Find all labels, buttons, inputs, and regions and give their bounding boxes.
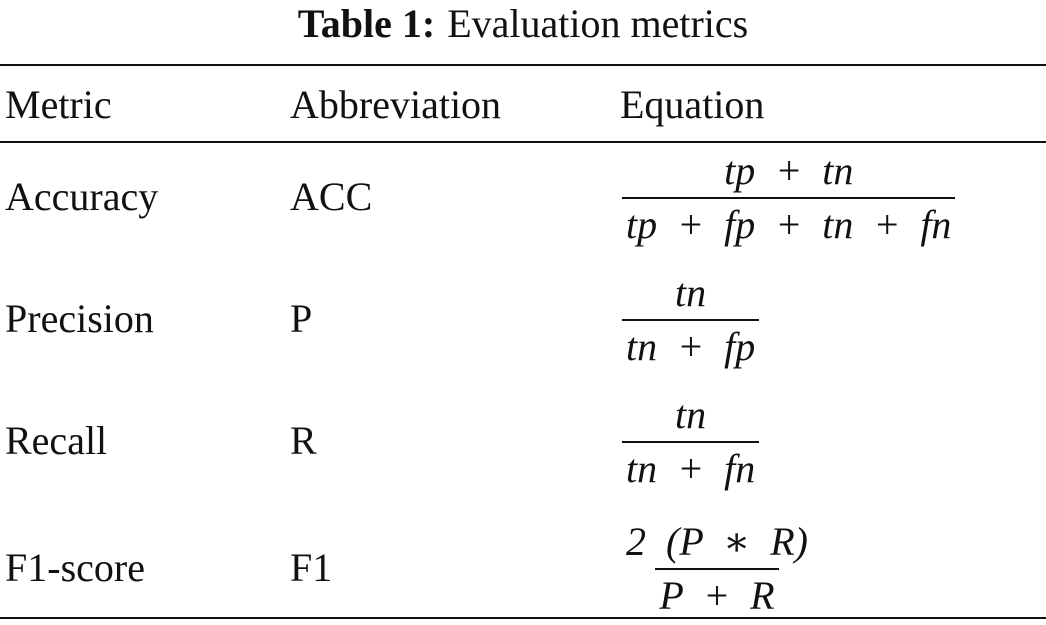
table-caption: Table 1: Evaluation metrics [0, 4, 1046, 44]
equation-numerator: 2 (P ∗ R) [626, 519, 808, 564]
equation-fraction: tn tn + fn [622, 392, 760, 489]
metric-cell: F1-score [5, 545, 145, 590]
metric-cell: Precision [5, 296, 154, 341]
equation-denominator: tn + fn [622, 441, 760, 489]
caption-label: Table 1: [297, 1, 436, 46]
equation-numerator: tn [675, 392, 707, 437]
equation-fraction: tp + tn tp + fp + tn + fn [622, 148, 956, 245]
equation-fraction: tn tn + fp [622, 270, 760, 367]
equation-denominator: tn + fp [622, 319, 760, 367]
equation-numerator: tp + tn [724, 148, 854, 193]
abbreviation-cell: P [290, 296, 313, 341]
header-rule [0, 141, 1046, 143]
equation-denominator: tp + fp + tn + fn [622, 197, 956, 245]
metric-cell: Accuracy [5, 174, 159, 219]
equation-denominator: P + R [655, 568, 779, 616]
abbreviation-cell: R [290, 418, 317, 463]
header-cell: Equation [620, 82, 765, 127]
abbreviation-cell: ACC [290, 174, 373, 219]
metric-cell: Recall [5, 418, 108, 463]
top-rule [0, 64, 1046, 66]
header-cell: Abbreviation [290, 82, 502, 127]
abbreviation-cell: F1 [290, 545, 333, 590]
equation-fraction: 2 (P ∗ R) P + R [622, 522, 812, 616]
caption-text: Evaluation metrics [447, 1, 749, 46]
equation-numerator: tn [675, 270, 707, 315]
header-cell: Metric [5, 82, 112, 127]
bottom-rule [0, 617, 1046, 619]
